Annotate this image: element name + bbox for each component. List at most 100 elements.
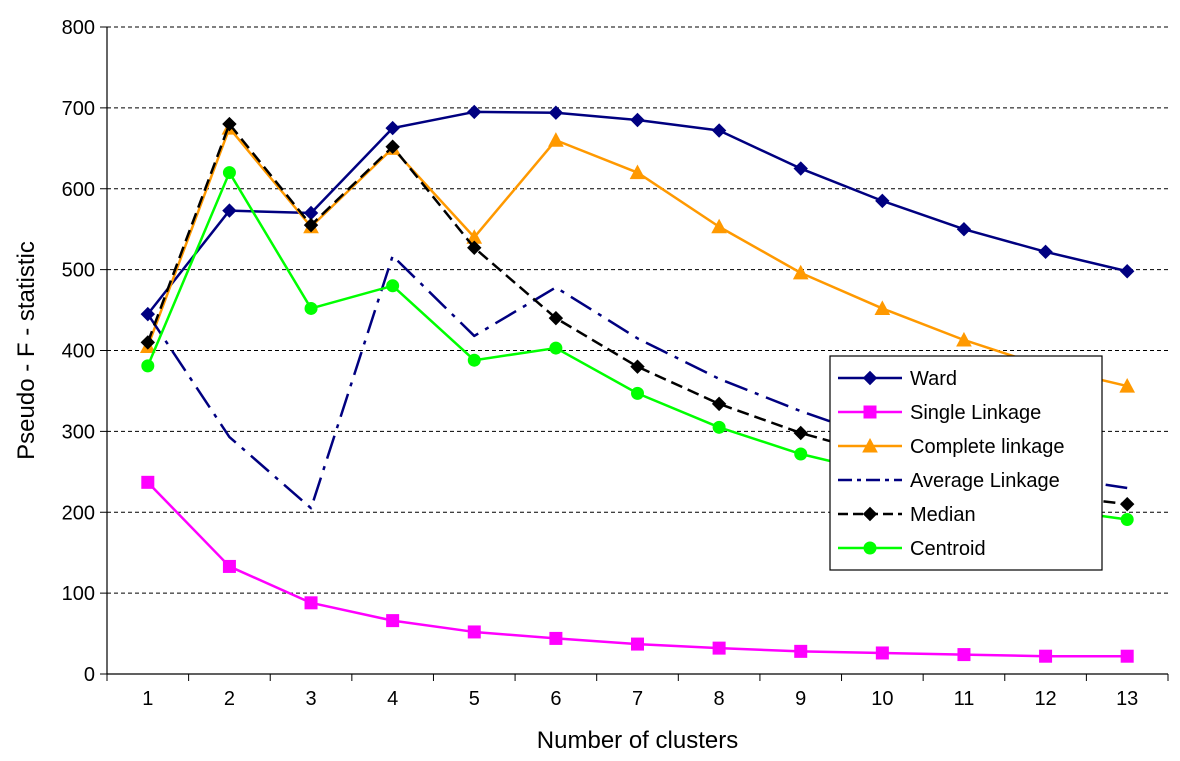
data-point-centroid [1120,513,1134,527]
data-point-centroid [467,353,481,367]
data-point-complete-linkage [874,300,891,315]
x-tick-label: 5 [469,688,480,710]
data-point-ward [875,193,890,209]
legend-item-single-linkage: Single Linkage [838,402,1041,424]
data-point-centroid [222,166,236,180]
data-point-median [548,310,564,326]
y-tick-label: 800 [62,17,95,39]
x-tick-label: 2 [224,688,235,710]
legend-marker [862,437,878,453]
data-point-single-linkage [957,648,971,662]
y-tick-label: 700 [62,98,95,120]
x-tick-label: 10 [871,688,893,710]
data-point-ward [385,120,400,136]
data-point-complete-linkage [711,218,727,234]
data-point-complete-linkage [629,164,646,180]
y-tick-label: 500 [62,260,95,282]
x-tick-label: 13 [1116,688,1138,710]
legend-label: Median [910,504,976,526]
data-point-ward [467,104,482,120]
data-point-single-linkage [386,614,400,628]
x-tick-label: 12 [1034,688,1056,710]
data-point-median [467,240,482,255]
data-point-centroid [631,386,644,400]
data-point-single-linkage [1039,649,1053,663]
y-tick-label: 400 [62,341,95,363]
legend-item-median: Median [838,504,976,526]
x-tick-label: 8 [714,688,725,710]
data-point-ward [222,203,237,218]
data-point-complete-linkage [548,132,564,147]
legend-label: Ward [910,368,957,390]
data-point-ward [1038,244,1053,260]
legend-item-centroid: Centroid [838,538,986,560]
y-tick-label: 600 [62,179,95,201]
data-point-single-linkage [141,475,155,489]
x-tick-label: 4 [387,688,398,710]
data-point-ward [793,161,808,176]
legend-box [829,355,1103,571]
data-point-centroid [549,341,563,355]
y-tick-label: 100 [62,583,95,605]
series-single-linkage [141,475,1134,663]
x-tick-label: 1 [142,688,153,710]
x-tick-label: 11 [954,688,975,710]
x-tick-label: 3 [305,688,316,710]
data-point-single-linkage [875,646,889,660]
y-tick-label: 300 [62,421,95,443]
legend-item-ward: Ward [838,368,957,390]
data-point-single-linkage [1120,649,1134,663]
data-point-median [303,217,319,233]
legend-item-average-linkage: Average Linkage [838,470,1060,492]
legend-item-complete-linkage: Complete linkage [838,436,1065,458]
x-tick-label: 9 [795,688,806,710]
data-point-median [385,139,400,154]
legend-label: Average Linkage [910,470,1060,492]
x-tick-label: 6 [550,688,561,710]
data-point-single-linkage [631,637,644,651]
y-tick-label: 0 [84,664,95,686]
data-point-complete-linkage [1119,378,1136,393]
data-point-median [711,396,727,412]
data-point-ward [956,221,972,237]
data-point-ward [711,123,727,138]
x-axis-title: Number of clusters [537,727,738,754]
y-axis-title: Pseudo - F - statistic [13,241,40,460]
legend-marker [862,370,878,386]
series-complete-linkage [139,120,1136,393]
data-point-median [222,116,237,132]
data-point-ward [630,112,645,128]
data-point-ward [548,105,564,120]
data-point-centroid [304,301,318,315]
data-point-ward [1119,264,1135,279]
legend-label: Single Linkage [910,402,1041,424]
legend-label: Complete linkage [910,436,1065,458]
data-point-complete-linkage [792,264,809,280]
legend-marker [863,405,877,419]
data-point-median [140,335,156,350]
y-axis-ticks: 0 100 200 300 400 500 600 700 800 [62,17,107,686]
data-point-centroid [141,359,155,373]
data-point-centroid [386,279,400,293]
y-tick-label: 200 [62,502,95,524]
data-point-single-linkage [712,641,726,655]
data-point-single-linkage [304,596,318,610]
data-point-single-linkage [222,559,236,573]
x-tick-label: 7 [632,688,643,710]
series-ward [140,104,1135,322]
legend-marker [862,506,878,522]
legend-label: Centroid [910,538,986,560]
data-point-single-linkage [549,631,563,645]
data-point-single-linkage [467,625,481,639]
legend-marker [863,541,877,555]
data-point-single-linkage [794,644,808,658]
data-point-complete-linkage [956,331,972,347]
data-point-median [793,425,808,441]
data-point-centroid [712,420,726,434]
legend: Ward Single Linkage Complete linkage Averag… [829,355,1103,571]
series-line-ward [146,110,1128,315]
data-point-median [1119,496,1135,512]
x-axis-ticks: 1 2 3 4 5 6 7 8 9 10 11 12 13 [106,674,1169,710]
data-point-centroid [794,447,808,461]
